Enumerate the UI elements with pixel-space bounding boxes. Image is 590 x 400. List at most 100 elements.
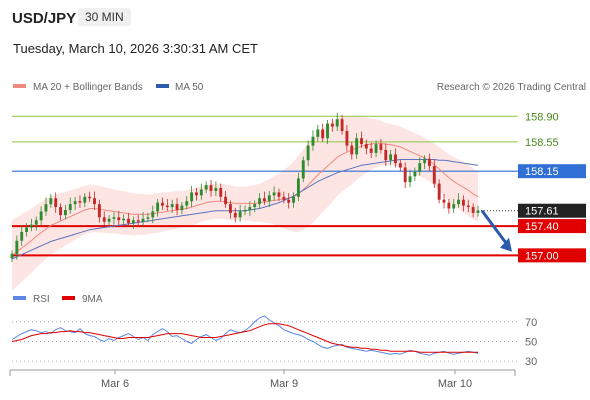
level-label-157.61: 157.61	[525, 206, 559, 218]
candle-body	[15, 240, 19, 254]
candle-body	[437, 183, 441, 200]
ma20-line	[11, 142, 479, 256]
candle-body	[195, 192, 198, 196]
candle-body	[258, 198, 262, 205]
candle-body	[88, 196, 92, 199]
candle-body	[185, 201, 189, 206]
ma50-legend-label: MA 50	[175, 82, 204, 93]
candle-body	[190, 192, 194, 202]
candle-body	[316, 129, 320, 137]
candle-body	[418, 163, 422, 172]
candle-body	[432, 166, 436, 184]
ma20-legend-label: MA 20 + Bollinger Bands	[33, 82, 143, 93]
candle-body	[224, 196, 228, 205]
candle-body	[345, 130, 349, 146]
forecast-arrow-head	[500, 237, 512, 252]
candle-body	[59, 207, 62, 216]
rsi-tick-label-30: 30	[525, 356, 537, 368]
candle-body	[107, 218, 111, 222]
ma50-legend-swatch	[156, 84, 169, 88]
candle-body	[374, 144, 378, 153]
candle-body	[296, 178, 300, 197]
candle-body	[267, 195, 271, 202]
candle-body	[423, 158, 427, 164]
candle-body	[93, 198, 96, 205]
candle-body	[83, 196, 87, 203]
level-label-158.15: 158.15	[525, 166, 559, 178]
rsi-ma-legend-swatch	[62, 296, 75, 300]
candle-body	[151, 211, 155, 218]
candle-body	[10, 253, 14, 259]
candle-body	[262, 198, 266, 202]
candle-body	[29, 224, 33, 228]
timestamp: Tuesday, March 10, 2026 3:30:31 AM CET	[13, 41, 258, 56]
candle-body	[335, 119, 339, 127]
candle-body	[350, 145, 354, 155]
candle-body	[476, 210, 480, 213]
rsi-ma-line	[11, 323, 478, 353]
candle-body	[165, 205, 169, 208]
candle-body	[442, 199, 446, 203]
candle-body	[471, 207, 475, 213]
candle-body	[146, 217, 150, 219]
candle-body	[68, 204, 72, 210]
candle-body	[122, 218, 126, 221]
candle-body	[277, 192, 281, 197]
candle-body	[34, 220, 38, 225]
candle-body	[457, 199, 461, 205]
candle-body	[321, 129, 325, 139]
candle-body	[408, 176, 412, 183]
candle-body	[25, 227, 29, 232]
candle-body	[117, 217, 121, 221]
forecast-arrow-shaft	[480, 209, 510, 247]
candle-body	[102, 217, 106, 222]
candle-body	[447, 202, 451, 209]
candle-body	[369, 148, 373, 153]
level-label-158.55: 158.55	[525, 137, 559, 149]
candle-body	[306, 145, 310, 161]
candle-body	[73, 201, 77, 205]
candle-body	[228, 204, 232, 213]
candle-body	[413, 171, 417, 177]
candle-body	[379, 144, 383, 150]
candle-body	[54, 198, 58, 208]
candle-body	[340, 119, 344, 131]
candle-body	[204, 185, 208, 190]
candle-body	[466, 205, 470, 208]
rsi-legend-swatch	[13, 296, 26, 300]
rsi-legend-label: RSI	[33, 294, 50, 305]
candle-body	[238, 211, 242, 218]
candle-body	[170, 204, 174, 208]
candle-body	[44, 204, 48, 212]
candle-body	[326, 123, 329, 139]
candle-body	[360, 138, 363, 145]
candle-body	[428, 158, 431, 167]
credit-text: Research © 2026 Trading Central	[437, 82, 586, 93]
candle-body	[282, 196, 286, 200]
level-label-157.40: 157.40	[525, 221, 559, 233]
symbol-title: USD/JPY	[12, 10, 77, 27]
candle-body	[311, 136, 315, 146]
candle-body	[461, 199, 465, 206]
candle-body	[248, 207, 252, 210]
candle-body	[127, 218, 130, 224]
candle-body	[136, 220, 140, 222]
level-tag-158.15	[518, 164, 586, 179]
timeframe-badge[interactable]: 30 MIN	[78, 8, 131, 26]
rsi-tick-label-50: 50	[525, 336, 537, 348]
candle-body	[330, 123, 334, 127]
rsi-ma-legend-label: 9MA	[82, 294, 103, 305]
candle-body	[253, 204, 257, 208]
candle-body	[243, 209, 247, 212]
candle-body	[209, 185, 213, 191]
candle-body	[287, 199, 291, 203]
candle-body	[175, 204, 179, 210]
candle-body	[233, 212, 237, 218]
candle-body	[112, 217, 116, 219]
candle-body	[292, 196, 295, 203]
candle-body	[141, 218, 145, 222]
candle-body	[301, 160, 305, 179]
level-tag-157.61	[518, 203, 586, 218]
candle-body	[156, 202, 160, 212]
